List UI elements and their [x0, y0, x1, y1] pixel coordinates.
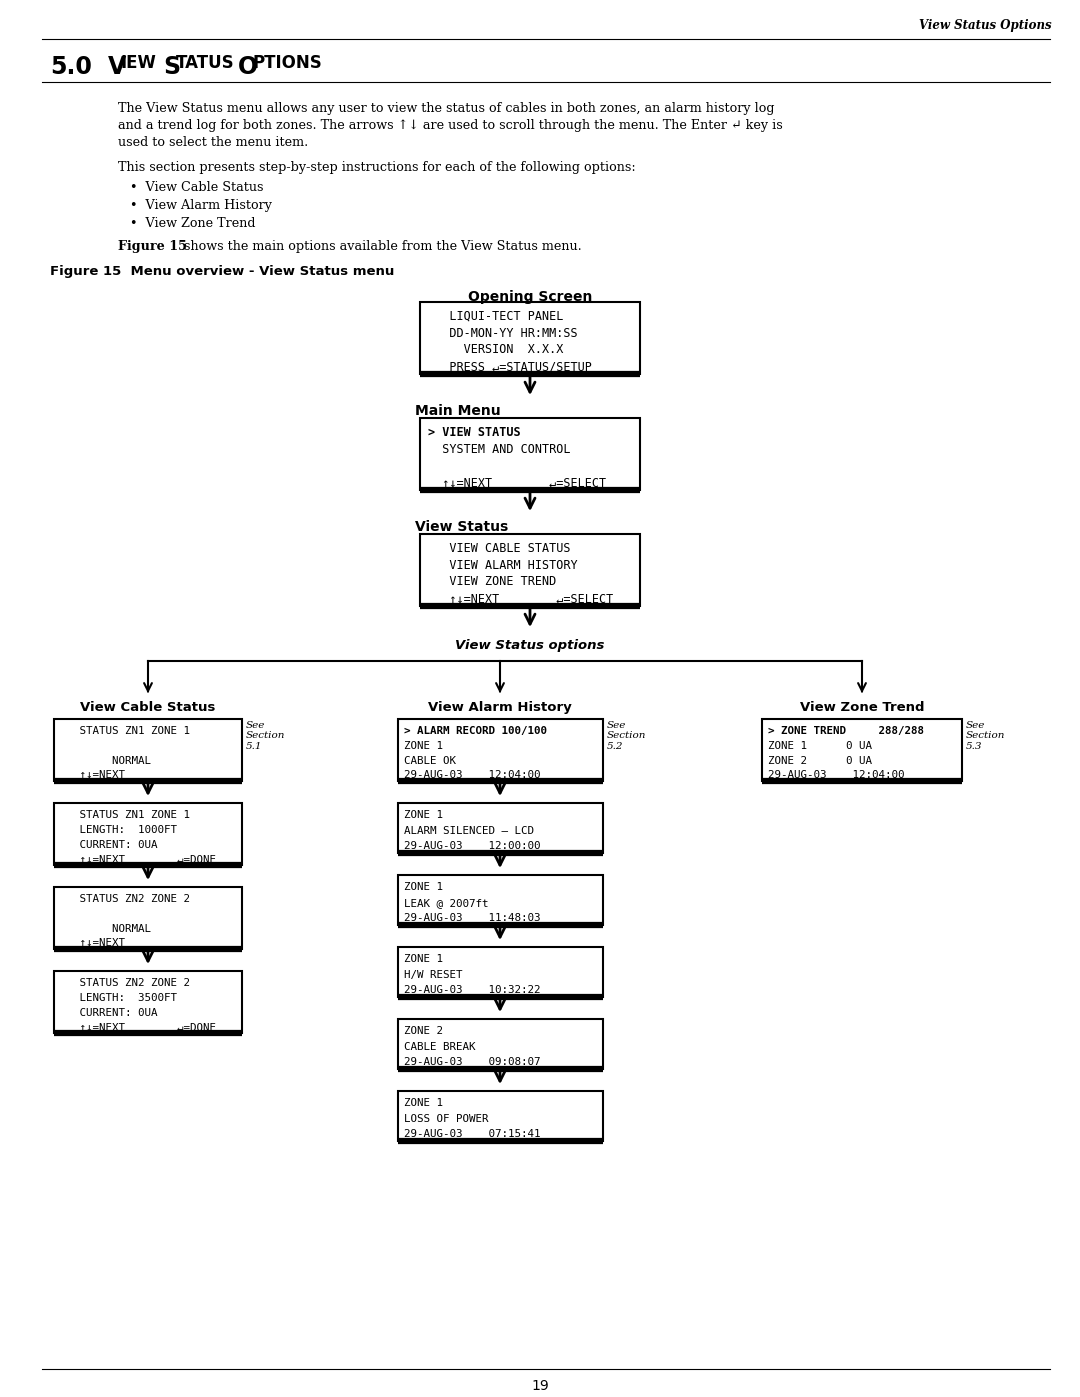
- Text: LIQUI-TECT PANEL: LIQUI-TECT PANEL: [428, 310, 564, 323]
- Text: VERSION  X.X.X: VERSION X.X.X: [428, 344, 564, 356]
- Text: ZONE 2: ZONE 2: [404, 1025, 443, 1037]
- Text: ZONE 1      0 UA: ZONE 1 0 UA: [768, 740, 872, 750]
- Text: LENGTH:  1000FT: LENGTH: 1000FT: [60, 824, 177, 835]
- Text: •  View Cable Status: • View Cable Status: [130, 182, 264, 194]
- Text: CABLE BREAK: CABLE BREAK: [404, 1042, 475, 1052]
- Text: See
Section
5.3: See Section 5.3: [966, 721, 1005, 750]
- Text: 29-AUG-03    12:00:00: 29-AUG-03 12:00:00: [404, 841, 540, 851]
- Text: used to select the menu item.: used to select the menu item.: [118, 136, 308, 149]
- Text: and a trend log for both zones. The arrows ↑↓ are used to scroll through the men: and a trend log for both zones. The arro…: [118, 119, 783, 131]
- Text: DD-MON-YY HR:MM:SS: DD-MON-YY HR:MM:SS: [428, 327, 578, 339]
- Text: Main Menu: Main Menu: [415, 404, 501, 418]
- Text: VIEW ZONE TREND: VIEW ZONE TREND: [428, 576, 556, 588]
- Text: IEW: IEW: [121, 54, 157, 73]
- Text: 29-AUG-03    10:32:22: 29-AUG-03 10:32:22: [404, 985, 540, 995]
- Text: ↑↓=NEXT: ↑↓=NEXT: [60, 770, 125, 781]
- Text: ZONE 1: ZONE 1: [404, 882, 443, 893]
- Bar: [762, 719, 962, 781]
- Text: O: O: [238, 54, 258, 80]
- Text: ↑↓=NEXT        ↵=SELECT: ↑↓=NEXT ↵=SELECT: [428, 476, 606, 489]
- Bar: [54, 803, 242, 865]
- Bar: [420, 418, 640, 490]
- Text: CURRENT: 0UA: CURRENT: 0UA: [60, 840, 158, 849]
- Text: shows the main options available from the View Status menu.: shows the main options available from th…: [180, 240, 582, 253]
- Text: View Alarm History: View Alarm History: [428, 701, 572, 714]
- Text: See
Section
5.1: See Section 5.1: [246, 721, 285, 750]
- Text: ↑↓=NEXT        ↵=DONE: ↑↓=NEXT ↵=DONE: [60, 855, 216, 865]
- Bar: [54, 887, 242, 949]
- Text: STATUS ZN1 ZONE 1: STATUS ZN1 ZONE 1: [60, 810, 190, 820]
- Text: ↑↓=NEXT        ↵=SELECT: ↑↓=NEXT ↵=SELECT: [428, 592, 613, 605]
- Text: > ALARM RECORD 100/100: > ALARM RECORD 100/100: [404, 726, 546, 736]
- Text: 29-AUG-03    11:48:03: 29-AUG-03 11:48:03: [404, 914, 540, 923]
- Bar: [397, 875, 603, 925]
- Text: CURRENT: 0UA: CURRENT: 0UA: [60, 1007, 158, 1017]
- Bar: [397, 1018, 603, 1069]
- Text: ALARM SILENCED – LCD: ALARM SILENCED – LCD: [404, 826, 534, 835]
- Text: V: V: [108, 54, 126, 80]
- Text: View Status options: View Status options: [456, 638, 605, 652]
- Text: This section presents step-by-step instructions for each of the following option: This section presents step-by-step instr…: [118, 161, 636, 175]
- Text: > VIEW STATUS: > VIEW STATUS: [428, 426, 521, 439]
- Text: ZONE 1: ZONE 1: [404, 740, 443, 750]
- Text: H/W RESET: H/W RESET: [404, 970, 462, 979]
- Bar: [397, 803, 603, 854]
- Text: 19: 19: [531, 1379, 549, 1393]
- Text: See
Section
5.2: See Section 5.2: [607, 721, 646, 750]
- Text: ↑↓=NEXT: ↑↓=NEXT: [60, 939, 125, 949]
- Text: NORMAL: NORMAL: [60, 756, 151, 766]
- Text: SYSTEM AND CONTROL: SYSTEM AND CONTROL: [428, 443, 570, 455]
- Text: STATUS ZN2 ZONE 2: STATUS ZN2 ZONE 2: [60, 978, 190, 988]
- Text: 5.0: 5.0: [50, 54, 92, 80]
- Text: •  View Alarm History: • View Alarm History: [130, 198, 272, 212]
- Text: ZONE 1: ZONE 1: [404, 1098, 443, 1108]
- Text: ZONE 2      0 UA: ZONE 2 0 UA: [768, 756, 872, 766]
- Text: S: S: [163, 54, 180, 80]
- Text: •  View Zone Trend: • View Zone Trend: [130, 217, 256, 231]
- Text: VIEW CABLE STATUS: VIEW CABLE STATUS: [428, 542, 570, 555]
- Text: CABLE OK: CABLE OK: [404, 756, 456, 766]
- Text: ↑↓=NEXT        ↵=DONE: ↑↓=NEXT ↵=DONE: [60, 1023, 216, 1032]
- Text: Opening Screen: Opening Screen: [468, 291, 592, 305]
- Text: LENGTH:  3500FT: LENGTH: 3500FT: [60, 993, 177, 1003]
- Bar: [54, 971, 242, 1032]
- Text: > ZONE TREND     288/288: > ZONE TREND 288/288: [768, 726, 924, 736]
- Text: ZONE 1: ZONE 1: [404, 954, 443, 964]
- Text: PRESS ↵=STATUS/SETUP: PRESS ↵=STATUS/SETUP: [428, 360, 592, 373]
- Text: View Zone Trend: View Zone Trend: [800, 701, 924, 714]
- Bar: [397, 1091, 603, 1141]
- Bar: [420, 534, 640, 606]
- Text: 29-AUG-03    09:08:07: 29-AUG-03 09:08:07: [404, 1058, 540, 1067]
- Text: 29-AUG-03    12:04:00: 29-AUG-03 12:04:00: [768, 770, 905, 781]
- Text: 29-AUG-03    12:04:00: 29-AUG-03 12:04:00: [404, 770, 540, 781]
- Text: TATUS: TATUS: [176, 54, 234, 73]
- Text: NORMAL: NORMAL: [60, 923, 151, 933]
- Bar: [420, 302, 640, 374]
- Bar: [397, 947, 603, 997]
- Text: LOSS OF POWER: LOSS OF POWER: [404, 1113, 488, 1123]
- Text: STATUS ZN1 ZONE 1: STATUS ZN1 ZONE 1: [60, 726, 190, 736]
- Text: LEAK @ 2007ft: LEAK @ 2007ft: [404, 898, 488, 908]
- Text: View Status: View Status: [415, 520, 509, 534]
- Text: Figure 15  Menu overview - View Status menu: Figure 15 Menu overview - View Status me…: [50, 265, 394, 278]
- Text: View Cable Status: View Cable Status: [80, 701, 216, 714]
- Text: VIEW ALARM HISTORY: VIEW ALARM HISTORY: [428, 559, 578, 571]
- Text: ZONE 1: ZONE 1: [404, 810, 443, 820]
- Text: Figure 15: Figure 15: [118, 240, 187, 253]
- Text: View Status Options: View Status Options: [919, 20, 1052, 32]
- Text: 29-AUG-03    07:15:41: 29-AUG-03 07:15:41: [404, 1129, 540, 1139]
- Text: PTIONS: PTIONS: [252, 54, 322, 73]
- Bar: [54, 719, 242, 781]
- Bar: [397, 719, 603, 781]
- Text: STATUS ZN2 ZONE 2: STATUS ZN2 ZONE 2: [60, 894, 190, 904]
- Text: The View Status menu allows any user to view the status of cables in both zones,: The View Status menu allows any user to …: [118, 102, 774, 115]
